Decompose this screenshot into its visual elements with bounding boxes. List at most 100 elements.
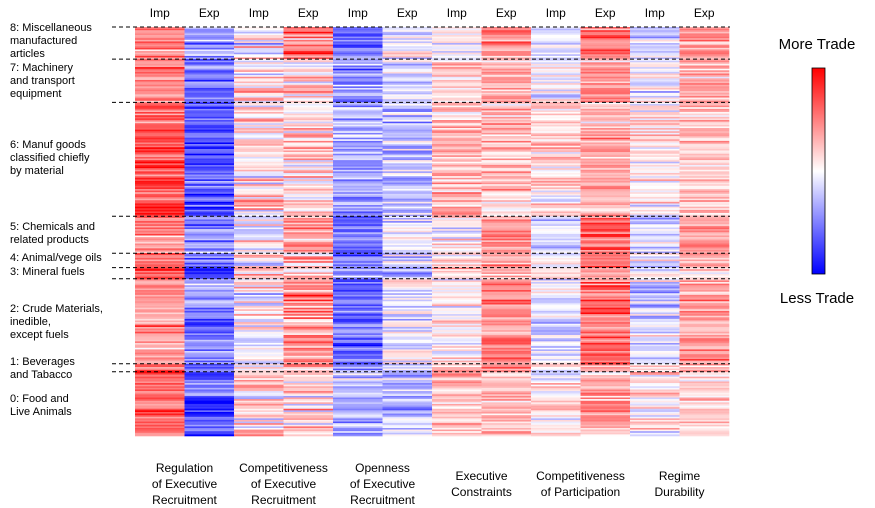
heatmap-cell <box>630 222 680 225</box>
heatmap-cell <box>679 192 730 195</box>
heatmap-cell <box>531 431 581 434</box>
heatmap-cell <box>679 373 730 376</box>
heatmap-cell <box>333 285 383 288</box>
heatmap-cell <box>382 230 433 233</box>
heatmap-cell <box>333 245 383 248</box>
heatmap-cell <box>382 128 433 130</box>
heatmap-cell <box>135 203 185 206</box>
heatmap-cell <box>580 357 631 360</box>
heatmap-cell <box>630 339 680 342</box>
heatmap-cell <box>234 310 284 313</box>
heatmap-cell <box>283 89 334 92</box>
heatmap-cell <box>333 197 383 199</box>
heatmap-cell <box>580 189 631 191</box>
heatmap-cell <box>432 410 482 413</box>
heatmap-cell <box>283 208 334 211</box>
heatmap-cell <box>580 83 631 86</box>
heatmap-cell <box>679 94 730 97</box>
heatmap-cell <box>679 75 730 78</box>
heatmap-cell <box>184 381 235 384</box>
heatmap-cell <box>283 307 334 310</box>
heatmap-cell <box>283 330 334 333</box>
heatmap-cell <box>531 60 581 63</box>
heatmap-cell <box>184 144 235 146</box>
heatmap-cell <box>580 431 631 434</box>
heatmap-cell <box>630 192 680 195</box>
heatmap-cell <box>679 299 730 302</box>
heatmap-cell <box>283 334 334 337</box>
heatmap-cell <box>630 342 680 345</box>
heatmap-cell <box>531 264 581 267</box>
heatmap-cell <box>531 108 581 111</box>
heatmap-cell <box>333 399 383 402</box>
heatmap-cell <box>382 68 433 71</box>
heatmap-cell <box>333 36 383 39</box>
heatmap-cell <box>234 216 284 219</box>
heatmap-cell <box>679 391 730 393</box>
heatmap-cell <box>679 103 730 106</box>
heatmap-cell <box>630 44 680 47</box>
heatmap-cell <box>382 123 433 126</box>
heatmap-cell <box>531 365 581 368</box>
heatmap-cell <box>333 35 383 37</box>
heatmap-cell <box>234 43 284 45</box>
heatmap-cell <box>481 341 532 344</box>
heatmap-cell <box>184 261 235 264</box>
heatmap-cell <box>630 330 680 333</box>
heatmap-cell <box>234 182 284 185</box>
heatmap-cell <box>283 31 334 34</box>
heatmap-cell <box>382 166 433 169</box>
heatmap-cell <box>333 200 383 203</box>
heatmap-cell <box>333 190 383 193</box>
heatmap-cell <box>580 169 631 172</box>
heatmap-cell <box>481 394 532 397</box>
heatmap-cell <box>679 267 730 270</box>
heatmap-cell <box>432 402 482 405</box>
heatmap-cell <box>531 222 581 225</box>
heatmap-cell <box>333 123 383 126</box>
colorbar <box>811 67 826 275</box>
heatmap-cell <box>234 227 284 230</box>
heatmap-cell <box>679 47 730 50</box>
heatmap-cell <box>234 432 284 435</box>
heatmap-cell <box>234 160 284 163</box>
heatmap-cell <box>184 57 235 60</box>
heatmap-cell <box>382 415 433 418</box>
heatmap-cell <box>333 163 383 166</box>
heatmap-cell <box>333 131 383 134</box>
heatmap-cell <box>481 274 532 276</box>
heatmap-cell <box>184 298 235 300</box>
heatmap-cell <box>432 370 482 373</box>
heatmap-cell <box>531 418 581 421</box>
heatmap-cell <box>580 60 631 63</box>
heatmap-cell <box>382 35 433 37</box>
heatmap-cell <box>531 116 581 119</box>
heatmap-cell <box>679 363 730 366</box>
heatmap-cell <box>234 187 284 190</box>
heatmap-cell <box>135 431 185 434</box>
heatmap-cell <box>679 434 730 437</box>
heatmap-cell <box>531 376 581 379</box>
heatmap-cell <box>135 219 185 222</box>
heatmap-cell <box>481 384 532 387</box>
heatmap-cell <box>481 309 532 312</box>
heatmap-cell <box>283 256 334 259</box>
heatmap-cell <box>531 103 581 106</box>
heatmap-cell <box>432 38 482 41</box>
heatmap-cell <box>283 282 334 284</box>
heatmap-cell <box>630 257 680 260</box>
heatmap-cell <box>630 301 680 304</box>
heatmap-cell <box>432 317 482 320</box>
heatmap-cell <box>184 410 235 413</box>
heatmap-cell <box>135 118 185 121</box>
heatmap-cell <box>531 91 581 94</box>
heatmap-cell <box>283 195 334 198</box>
heatmap-cell <box>481 216 532 219</box>
heatmap-cell <box>481 232 532 235</box>
heatmap-cell <box>679 55 730 58</box>
heatmap-cell <box>333 171 383 174</box>
heatmap-cell <box>481 405 532 408</box>
heatmap-cell <box>531 192 581 195</box>
heatmap-cell <box>630 55 680 58</box>
heatmap-cell <box>630 63 680 66</box>
